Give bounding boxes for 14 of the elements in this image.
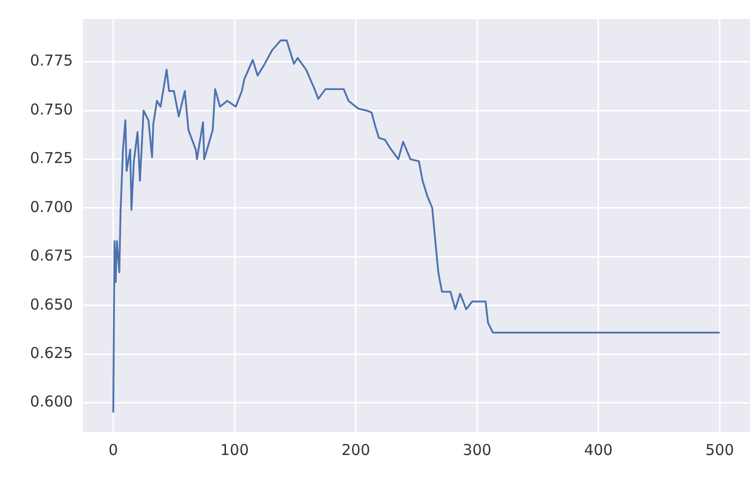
x-tick-label: 400	[584, 440, 613, 459]
y-tick-label: 0.700	[30, 198, 73, 216]
y-tick-label: 0.625	[30, 344, 73, 362]
y-tick-label: 0.775	[30, 52, 73, 70]
y-tick-label: 0.725	[30, 149, 73, 168]
x-tick-label: 200	[342, 440, 370, 459]
x-tick-label: 100	[220, 440, 249, 459]
x-tick-label: 300	[462, 440, 492, 459]
y-tick-label: 0.650	[30, 295, 73, 314]
y-tick-label: 0.600	[30, 392, 73, 411]
y-tick-label: 0.675	[30, 246, 73, 265]
x-tick-label: 500	[705, 440, 734, 459]
y-tick-label: 0.750	[30, 100, 73, 118]
x-tick-label: 0	[108, 440, 118, 459]
